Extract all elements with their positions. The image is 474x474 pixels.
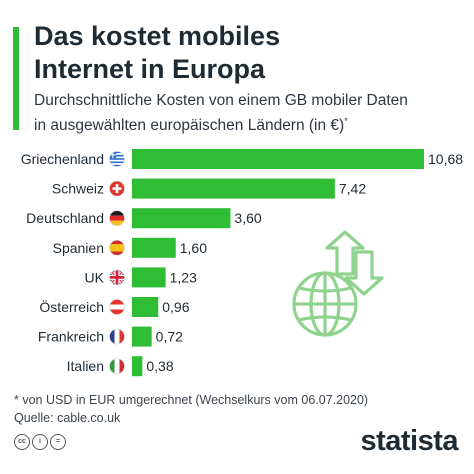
bar xyxy=(132,149,424,169)
category-label: Italien xyxy=(67,358,104,374)
flag-greece-icon xyxy=(109,151,125,167)
title-line-1: Das kostet mobiles xyxy=(34,21,281,51)
subtitle-line-2: in ausgewählten europäischen Ländern (in… xyxy=(34,111,464,136)
bar xyxy=(132,326,152,347)
flag-austria-icon xyxy=(109,299,125,315)
page-title: Das kostet mobiles Internet in Europa xyxy=(34,20,454,86)
footnote-note: * von USD in EUR umgerechnet (Wechselkur… xyxy=(14,393,369,407)
statista-logo: statista xyxy=(360,425,458,457)
flag-italy-icon xyxy=(109,358,125,374)
bar-chart: Griechenland 10,68 Schweiz 7,42 Deutschland 3… xyxy=(21,149,463,377)
bar xyxy=(132,267,166,288)
footnote: * von USD in EUR umgerechnet (Wechselkur… xyxy=(14,391,454,427)
category-label: Frankreich xyxy=(38,329,104,345)
value-label: 7,42 xyxy=(339,181,366,197)
chart-row: Deutschland 3,60 xyxy=(26,208,262,229)
globe-data-icon xyxy=(292,230,384,337)
chart-row: Italien 0,38 xyxy=(67,356,174,377)
chart-row: Schweiz 7,42 xyxy=(52,178,366,199)
chart-row: Frankreich 0,72 xyxy=(38,326,183,347)
category-label: Spanien xyxy=(53,240,104,256)
accent-bar xyxy=(13,27,19,130)
flag-germany-icon xyxy=(109,210,125,226)
category-label: Deutschland xyxy=(26,210,104,226)
value-label: 3,60 xyxy=(234,210,261,226)
subtitle-footnote-mark: * xyxy=(344,116,348,126)
chart-row: Spanien 1,60 xyxy=(53,237,207,258)
flag-uk-icon xyxy=(109,269,125,286)
subtitle-line-1: Durchschnittliche Kosten von einem GB mo… xyxy=(34,92,408,109)
bar xyxy=(132,356,143,377)
subtitle-line-2-text: in ausgewählten europäischen Ländern (in… xyxy=(34,117,345,135)
flag-switzerland-icon xyxy=(109,180,125,197)
chart-row: UK 1,23 xyxy=(85,267,197,288)
bar xyxy=(132,178,335,199)
subtitle: Durchschnittliche Kosten von einem GB mo… xyxy=(34,90,464,136)
category-label: Griechenland xyxy=(21,151,104,167)
value-label: 0,72 xyxy=(156,329,183,345)
chart-row: Griechenland 10,68 xyxy=(21,149,463,169)
category-label: Schweiz xyxy=(52,181,104,197)
bar xyxy=(132,208,231,229)
category-label: UK xyxy=(85,269,105,285)
license-icons: cc i = xyxy=(14,434,66,450)
title-line-2: Internet in Europa xyxy=(34,54,266,84)
value-label: 10,68 xyxy=(428,151,463,167)
value-label: 0,38 xyxy=(146,358,173,374)
attribution-icon: i xyxy=(32,434,48,450)
bar xyxy=(132,237,176,258)
value-label: 0,96 xyxy=(162,299,189,315)
bar xyxy=(132,297,159,317)
footnote-source: Quelle: cable.co.uk xyxy=(14,411,121,425)
flag-spain-icon xyxy=(109,240,125,256)
category-label: Österreich xyxy=(39,298,104,315)
cc-license-icon: cc xyxy=(14,434,30,450)
value-label: 1,60 xyxy=(180,240,207,256)
no-derivatives-icon: = xyxy=(50,434,66,450)
flag-france-icon xyxy=(109,328,125,345)
value-label: 1,23 xyxy=(170,269,197,285)
chart-row: Österreich 0,96 xyxy=(39,297,190,317)
